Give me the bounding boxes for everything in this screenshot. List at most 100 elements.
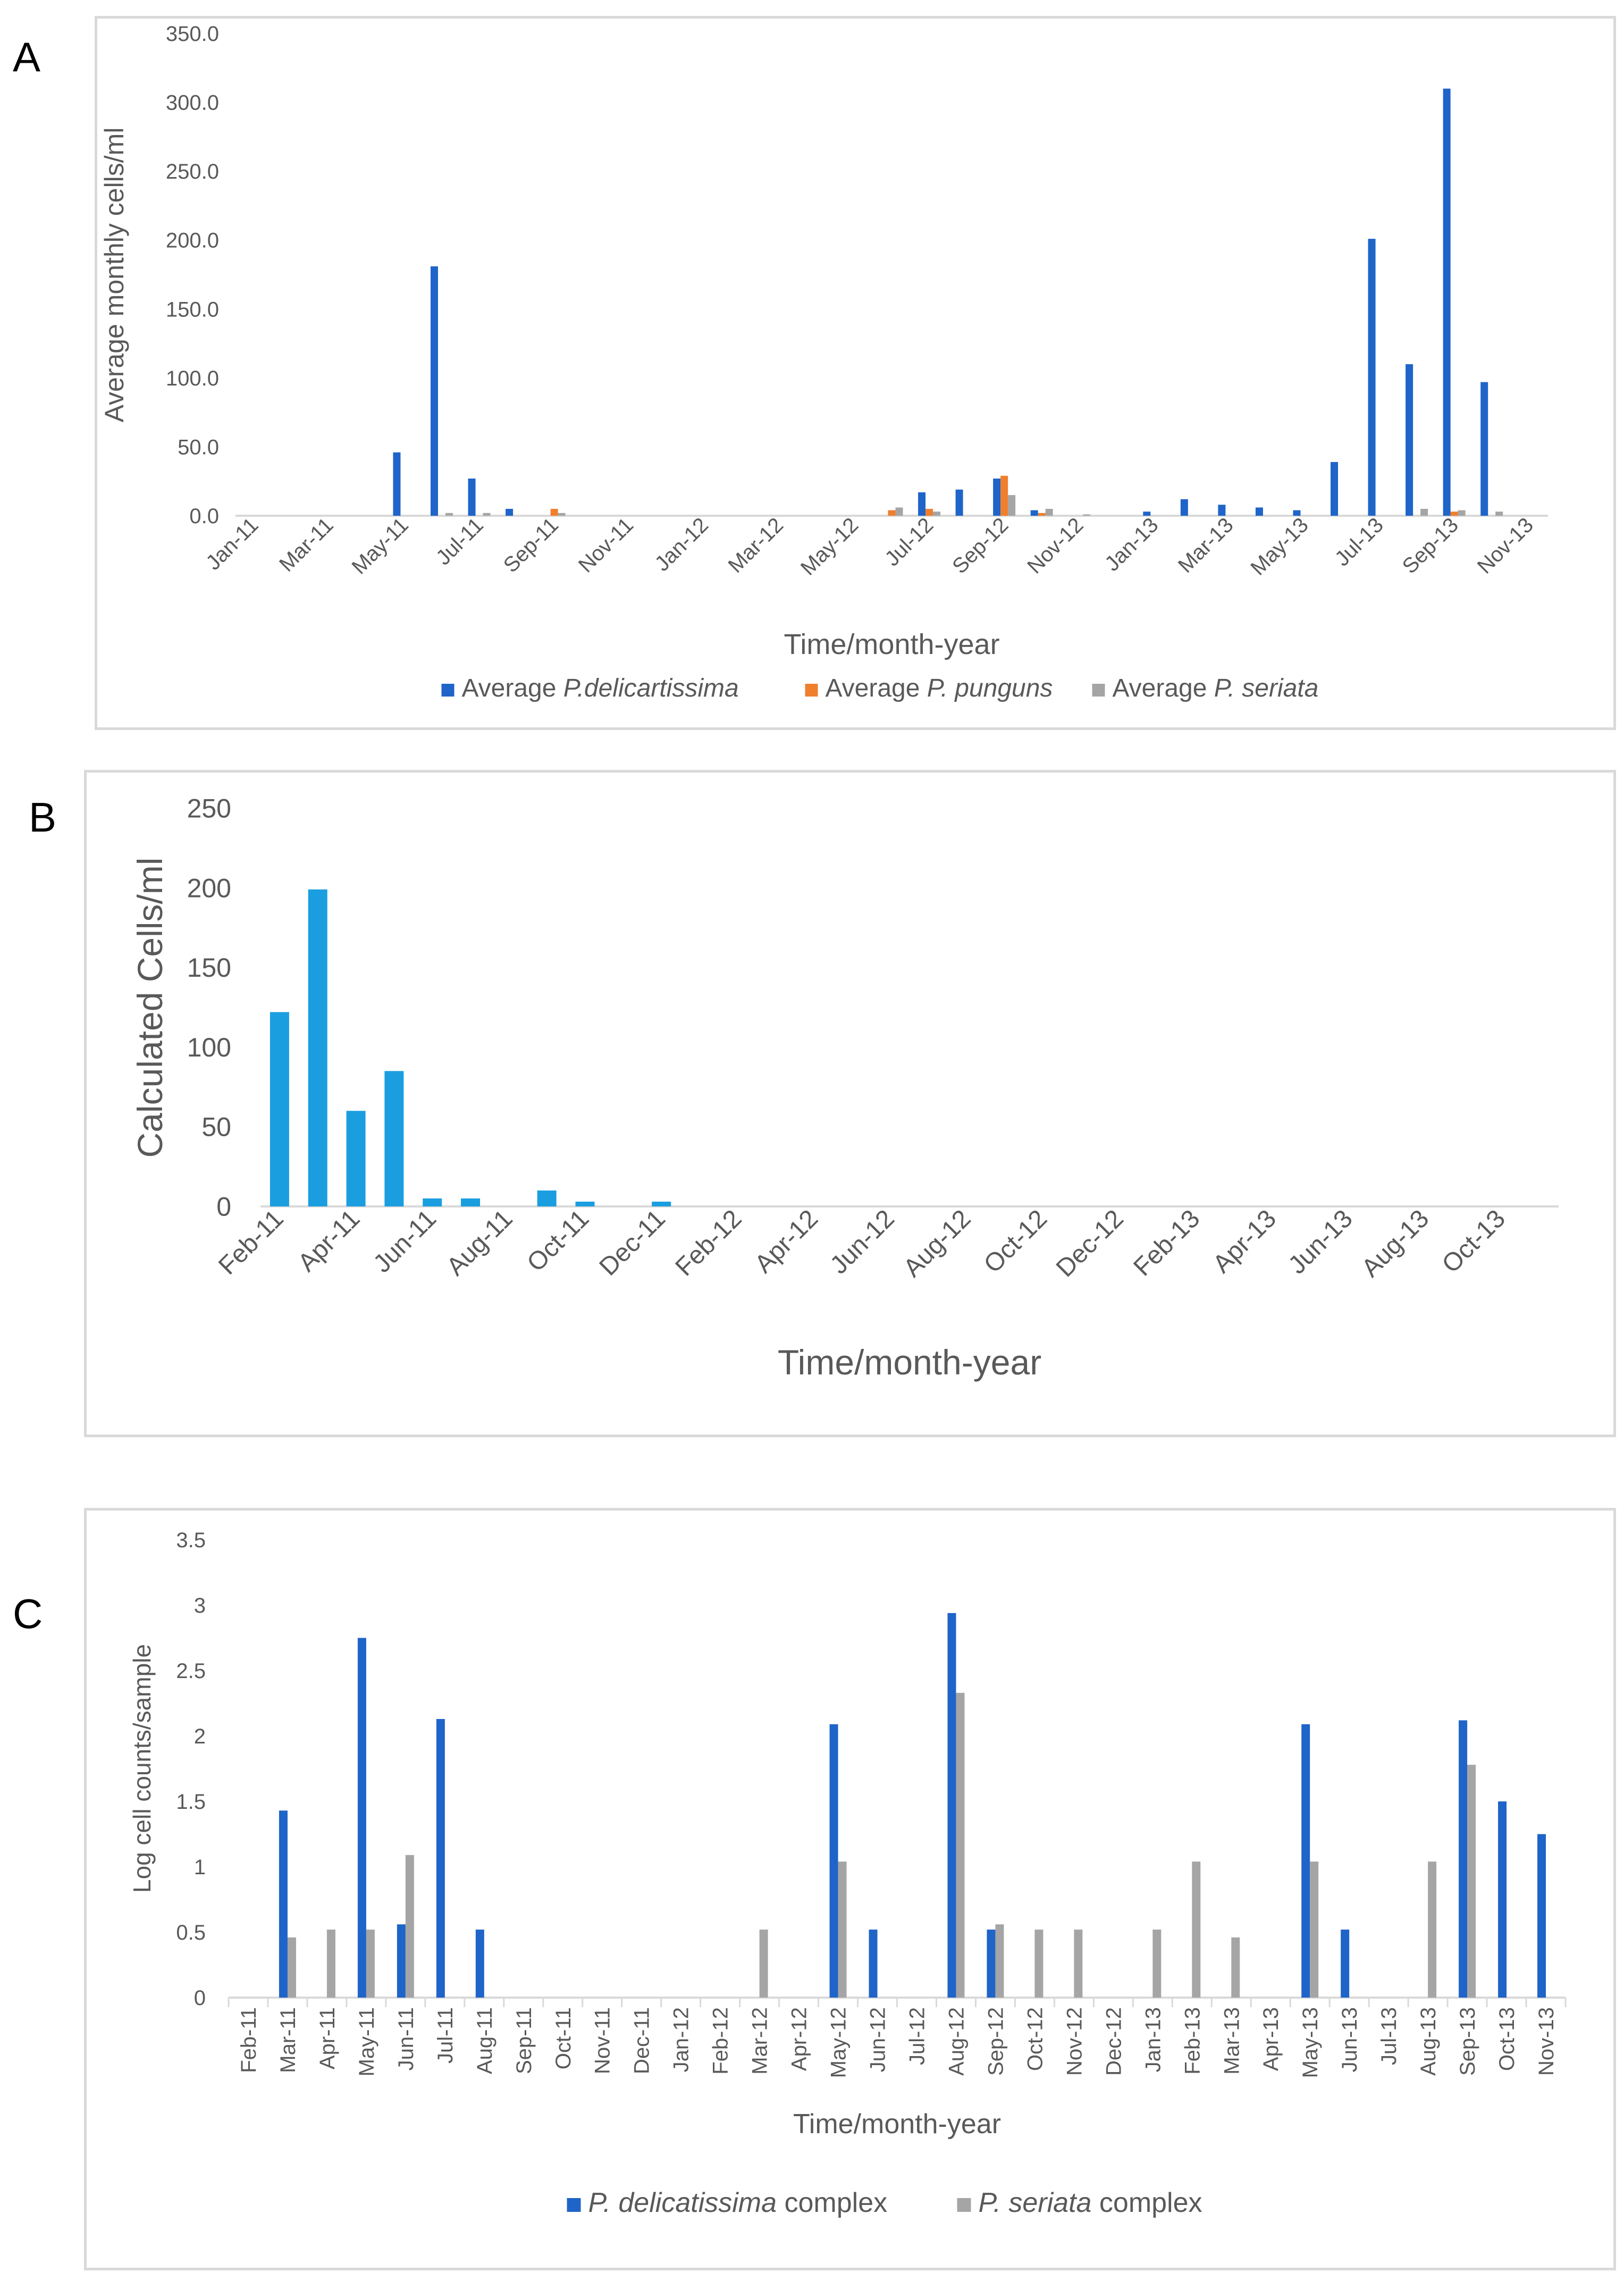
chart-b-x-tick-label: Oct-11 <box>521 1204 594 1277</box>
chart-c-legend-swatch-p-seriata-complex <box>957 2198 971 2212</box>
chart-a-bar-average-p-delicartissima <box>1143 511 1151 516</box>
chart-c-x-axis-label: Time/month-year <box>793 2109 1001 2140</box>
chart-c-bar-p-seriata-complex <box>759 1930 768 1998</box>
chart-c-x-tick-label: Jul-11 <box>434 2007 457 2064</box>
chart-c-y-tick-label: 1.5 <box>176 1790 206 1814</box>
chart-c-bar-p-seriata-complex <box>405 1855 414 1998</box>
chart-c-x-tick-label: Apr-13 <box>1259 2007 1283 2071</box>
chart-b-x-tick-label: Oct-12 <box>979 1204 1053 1278</box>
chart-c-bar-p-seriata-complex <box>1034 1930 1044 1998</box>
chart-a-x-tick-label: May-13 <box>1246 513 1312 580</box>
chart-a-x-tick-label: Sep-11 <box>499 513 563 577</box>
chart-c-x-tick-label: Nov-11 <box>591 2007 615 2074</box>
chart-b-y-tick-label: 200 <box>187 873 231 903</box>
chart-a-x-tick-label: Mar-13 <box>1174 513 1238 577</box>
chart-b-bar-calculated-cells-ml <box>575 1202 595 1206</box>
chart-c-x-tick-label: Mar-13 <box>1220 2007 1243 2075</box>
chart-c-x-tick-label: Apr-12 <box>788 2007 811 2071</box>
chart-b-x-tick-label: Aug-12 <box>898 1204 977 1282</box>
chart-a-bar-average-p-delicartissima <box>1368 239 1376 516</box>
chart-c-bar-p-seriata-complex <box>995 1924 1004 1998</box>
chart-c-x-tick-label: Jun-13 <box>1338 2007 1361 2072</box>
chart-c-bar-p-seriata-complex <box>1152 1930 1162 1998</box>
chart-a-bar-average-p-punguns <box>888 510 896 516</box>
chart-a-bar-average-p-delicartissima <box>468 479 476 516</box>
chart-b-bar-calculated-cells-ml <box>308 889 327 1206</box>
chart-a-legend-swatch-average-p-punguns <box>805 684 818 697</box>
chart-b-x-tick-label: Feb-12 <box>670 1204 747 1281</box>
chart-c-x-tick-label: Feb-12 <box>709 2007 733 2075</box>
chart-c-y-tick-label: 1 <box>194 1856 206 1879</box>
chart-c-x-tick-label: Jan-13 <box>1141 2007 1165 2072</box>
chart-c-x-tick-label: Nov-12 <box>1063 2007 1086 2076</box>
chart-b-x-tick-label: Dec-11 <box>594 1204 671 1281</box>
chart-a-x-tick-label: Nov-11 <box>574 513 638 577</box>
chart-a-bar-average-p-delicartissima <box>1406 364 1413 516</box>
chart-a-x-tick-label: Nov-13 <box>1473 513 1538 578</box>
chart-b-x-tick-label: Jun-12 <box>825 1204 900 1279</box>
chart-a-bar-average-p-seriata <box>445 513 453 516</box>
chart-a-bar-average-p-delicartissima <box>506 509 514 516</box>
chart-a-bar-average-p-delicartissima <box>1443 88 1451 516</box>
chart-a-x-tick-label: Mar-11 <box>275 513 338 576</box>
chart-b-x-tick-label: Aug-13 <box>1356 1204 1434 1282</box>
chart-a-y-tick-label: 150.0 <box>166 298 219 321</box>
chart-c-bar-p-delicatissima-complex <box>475 1930 484 1998</box>
chart-b-y-tick-label: 250 <box>187 794 231 824</box>
chart-c-x-tick-label: Jul-13 <box>1377 2007 1401 2065</box>
chart-b-x-tick-label: Jun-11 <box>368 1204 442 1278</box>
chart-c-bar-p-seriata-complex <box>1231 1937 1240 1998</box>
chart-a-x-tick-label: Jan-13 <box>1100 513 1163 576</box>
chart-c-bar-p-delicatissima-complex <box>947 1613 956 1998</box>
chart-c-x-tick-label: Nov-13 <box>1535 2007 1558 2076</box>
chart-a-x-tick-label: May-12 <box>796 513 863 580</box>
chart-a-x-tick-label: Mar-12 <box>724 513 788 577</box>
chart-c-x-tick-label: Feb-13 <box>1181 2007 1204 2075</box>
chart-c-x-tick-label: Mar-12 <box>748 2007 772 2075</box>
chart-c-x-tick-label: Dec-12 <box>1102 2007 1125 2076</box>
chart-b-bar-calculated-cells-ml <box>384 1071 404 1206</box>
chart-a-bar-average-p-seriata <box>1458 510 1466 516</box>
chart-a-frame <box>95 16 1616 730</box>
chart-b-x-tick-label: Dec-12 <box>1051 1204 1129 1282</box>
chart-a-y-tick-label: 300.0 <box>166 91 219 115</box>
chart-c-bar-p-seriata-complex <box>1192 1861 1201 1998</box>
chart-a-bar-average-p-seriata <box>933 511 941 516</box>
chart-b-y-tick-label: 150 <box>187 953 231 983</box>
chart-c-legend-entry-p-seriata-complex: P. seriata complex <box>979 2187 1202 2218</box>
chart-c-x-tick-label: Dec-11 <box>630 2007 654 2074</box>
chart-c-bar-p-delicatissima-complex <box>397 1924 406 1998</box>
chart-c-x-tick-label: Sep-13 <box>1456 2007 1479 2076</box>
chart-b-bar-calculated-cells-ml <box>537 1190 557 1206</box>
chart-c-x-tick-label: Sep-11 <box>512 2007 536 2074</box>
chart-a-bar-average-p-delicartissima <box>393 452 401 516</box>
chart-b-y-tick-label: 50 <box>201 1112 231 1142</box>
chart-c-x-tick-label: Aug-13 <box>1417 2007 1440 2076</box>
chart-a-legend-swatch-average-p-delicartissima <box>441 684 455 697</box>
chart-b-bar-calculated-cells-ml <box>423 1198 442 1206</box>
chart-b-x-tick-label: Oct-13 <box>1437 1204 1511 1278</box>
chart-c-x-tick-label: Aug-12 <box>945 2007 968 2076</box>
chart-a-bar-average-p-delicartissima <box>430 266 438 516</box>
panel-label-c: C <box>13 1590 43 1637</box>
chart-a-legend-swatch-average-p-seriata <box>1092 684 1105 697</box>
chart-c-bar-p-delicatissima-complex <box>1341 1930 1350 1998</box>
chart-c-x-tick-label: Oct-13 <box>1495 2007 1519 2071</box>
chart-a-x-tick-label: Jan-12 <box>651 513 713 576</box>
chart-b-x-tick-label: Apr-13 <box>1208 1204 1282 1278</box>
chart-c-bar-p-seriata-complex <box>326 1930 335 1998</box>
chart-c-bar-p-seriata-complex <box>1310 1861 1319 1998</box>
chart-a-legend-entry-average-p-delicartissima: Average P.delicartissima <box>462 674 739 702</box>
chart-a-y-tick-label: 350.0 <box>166 22 219 46</box>
chart-a-x-tick-label: Jul-13 <box>1331 513 1388 571</box>
chart-c-x-tick-label: May-11 <box>355 2007 378 2076</box>
chart-b-bar-calculated-cells-ml <box>346 1111 366 1206</box>
chart-a-x-tick-label: Nov-12 <box>1023 513 1088 578</box>
chart-c-bar-p-delicatissima-complex <box>279 1810 288 1998</box>
chart-a-bar-average-p-punguns <box>1000 475 1008 516</box>
chart-a-legend-entry-average-p-punguns: Average P. punguns <box>826 674 1053 702</box>
chart-c-x-tick-label: Jun-12 <box>866 2007 890 2072</box>
chart-c-bar-p-delicatissima-complex <box>1459 1720 1468 1998</box>
chart-a-bar-average-p-delicartissima <box>1293 510 1301 516</box>
